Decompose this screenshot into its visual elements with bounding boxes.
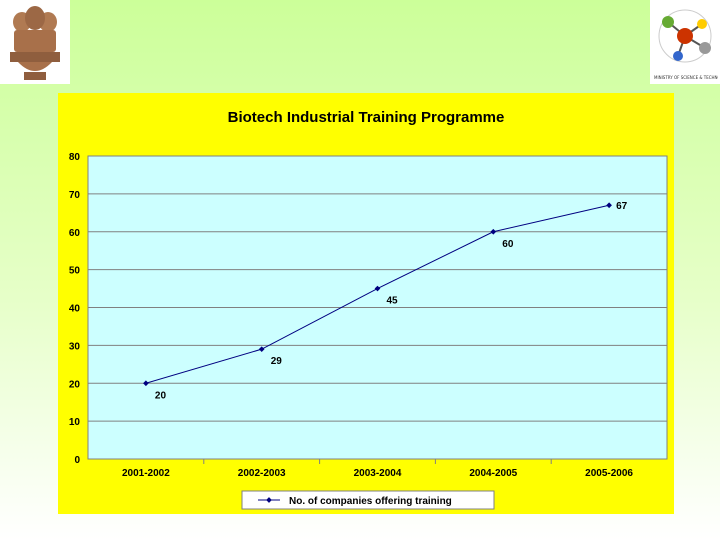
legend-box [241,490,495,510]
chart-panel: Biotech Industrial Training Programme 0 1… [58,93,674,514]
data-point [258,346,265,352]
y-tick-label: 70 [69,190,81,201]
y-tick-label: 50 [69,266,81,277]
gridlines [88,193,667,422]
y-tick-label: 60 [69,228,81,239]
y-tick-label: 80 [69,152,81,163]
x-tick-label: 2003-2004 [354,468,402,479]
legend-label: No. of companies offering training [289,496,452,507]
ministry-logo: MINISTRY OF SCIENCE & TECHNOLOGY [650,0,720,84]
y-axis-ticks: 0 10 20 30 40 50 60 70 80 [69,152,81,466]
x-tick-label: 2005-2006 [585,468,633,479]
data-label: 20 [155,390,167,401]
data-label: 45 [387,296,399,307]
molecule-icon [658,9,712,63]
data-point [606,202,612,209]
data-point [374,285,381,292]
series-group [143,202,612,387]
data-label: 60 [502,239,514,250]
line-chart: Biotech Industrial Training Programme 0 1… [69,109,668,510]
x-axis-ticks: 2001-2002 2002-2003 2003-2004 2004-2005 2005… [122,459,633,479]
legend-marker [266,497,272,503]
x-tick-label: 2001-2002 [122,468,170,479]
y-tick-label: 20 [69,379,81,390]
y-tick-label: 30 [69,341,81,352]
y-tick-label: 0 [74,455,80,466]
y-tick-label: 10 [69,417,81,428]
y-tick-label: 40 [69,304,81,315]
x-tick-label: 2002-2003 [238,468,286,479]
x-tick-label: 2004-2005 [469,468,517,479]
data-label: 67 [616,201,628,212]
data-labels: 20 29 45 60 67 [155,201,628,401]
ministry-caption: MINISTRY OF SCIENCE & TECHNOLOGY [654,75,718,80]
data-label: 29 [271,356,283,367]
chart-title: Biotech Industrial Training Programme [228,109,505,126]
state-emblem-logo [0,0,70,84]
lion-capital-icon [0,0,70,84]
data-point [143,380,149,387]
data-point [490,228,497,235]
legend: No. of companies offering training [241,490,495,510]
